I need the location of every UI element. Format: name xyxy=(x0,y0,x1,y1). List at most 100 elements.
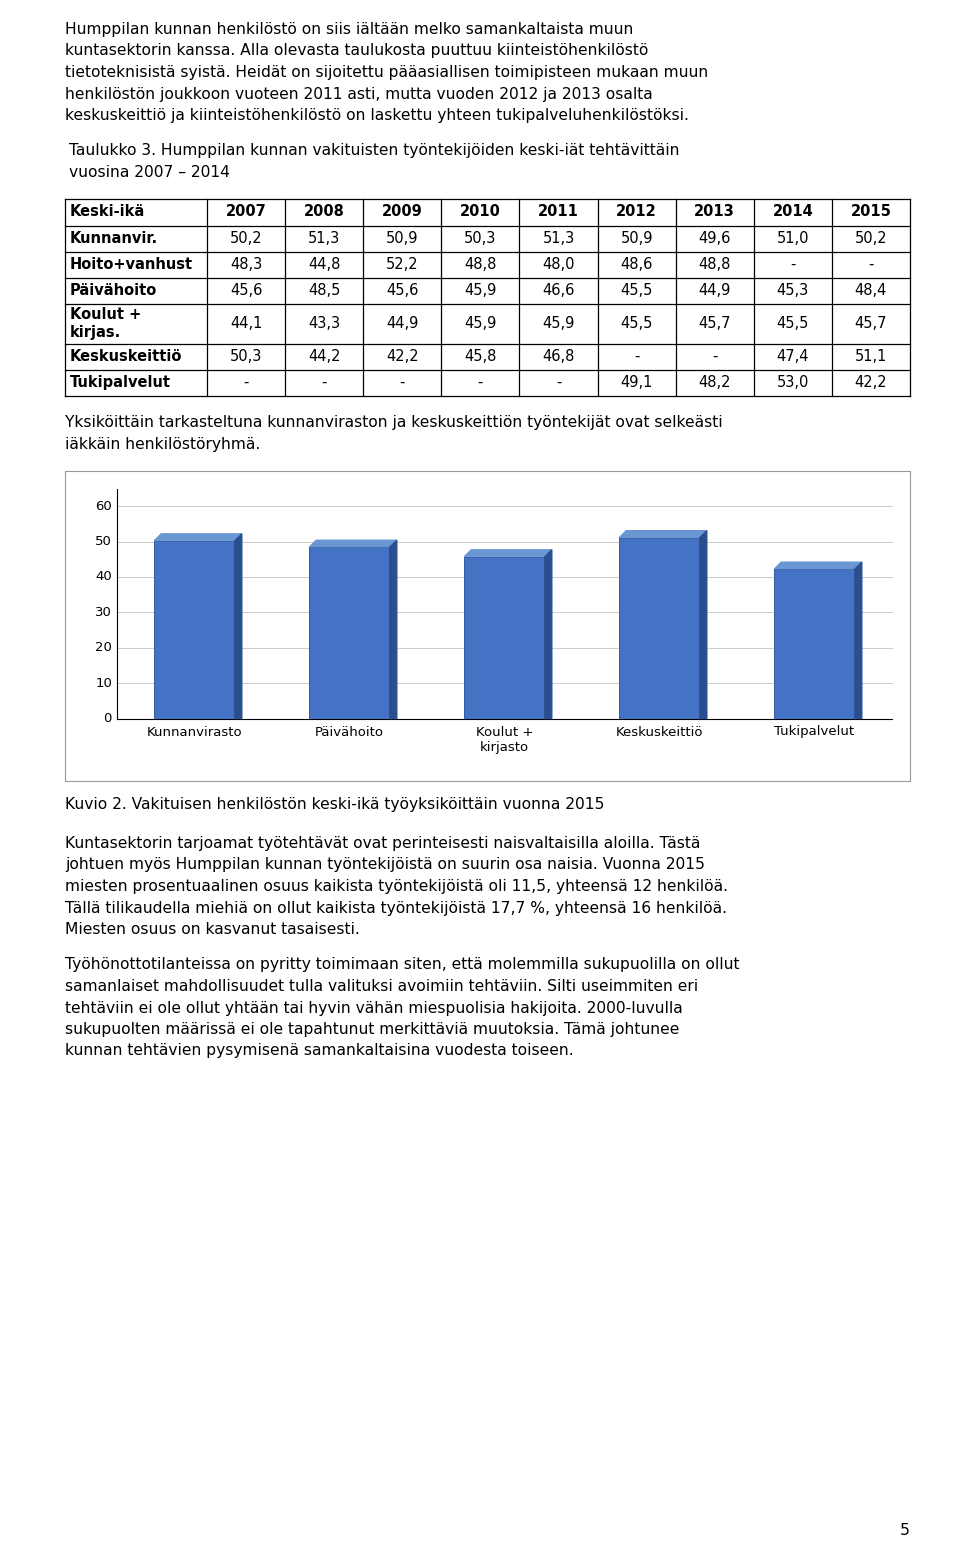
Text: Hoito+vanhust: Hoito+vanhust xyxy=(70,257,193,272)
Text: keskuskeittiö ja kiinteistöhenkilöstö on laskettu yhteen tukipalveluhenkilöstöks: keskuskeittiö ja kiinteistöhenkilöstö on… xyxy=(65,107,689,123)
Bar xyxy=(309,547,390,718)
Text: johtuen myös Humppilan kunnan työntekijöistä on suurin osa naisia. Vuonna 2015: johtuen myös Humppilan kunnan työntekijö… xyxy=(65,857,705,872)
Text: -: - xyxy=(478,375,483,390)
Text: 48,5: 48,5 xyxy=(308,283,341,299)
Text: Kuntasektorin tarjoamat työtehtävät ovat perinteisesti naisvaltaisilla aloilla. : Kuntasektorin tarjoamat työtehtävät ovat… xyxy=(65,837,701,851)
Text: 45,7: 45,7 xyxy=(854,316,887,331)
Text: 60: 60 xyxy=(95,499,112,513)
Text: 2007: 2007 xyxy=(226,205,266,219)
Text: 48,6: 48,6 xyxy=(620,257,653,272)
Bar xyxy=(65,471,910,781)
Text: -: - xyxy=(399,375,405,390)
Text: Työhönottotilanteissa on pyritty toimimaan siten, että molemmilla sukupuolilla o: Työhönottotilanteissa on pyritty toimima… xyxy=(65,958,739,972)
Text: Tukipalvelut: Tukipalvelut xyxy=(70,375,171,390)
Text: Päivähoito: Päivähoito xyxy=(70,283,157,299)
Text: Yksiköittäin tarkasteltuna kunnanviraston ja keskuskeittiön työntekijät ovat sel: Yksiköittäin tarkasteltuna kunnanvirasto… xyxy=(65,415,723,431)
Text: 47,4: 47,4 xyxy=(777,348,809,364)
Bar xyxy=(774,569,854,718)
Text: 53,0: 53,0 xyxy=(777,375,809,390)
Text: 50,9: 50,9 xyxy=(620,232,653,246)
Text: 2008: 2008 xyxy=(303,205,345,219)
Text: Päivähoito: Päivähoito xyxy=(315,726,384,739)
Text: 46,8: 46,8 xyxy=(542,348,575,364)
Text: 50,2: 50,2 xyxy=(229,232,262,246)
Text: 5: 5 xyxy=(900,1522,910,1538)
Text: Kuvio 2. Vakituisen henkilöstön keski-ikä työyksiköittäin vuonna 2015: Kuvio 2. Vakituisen henkilöstön keski-ik… xyxy=(65,796,605,812)
Text: 45,9: 45,9 xyxy=(542,316,575,331)
Text: 51,3: 51,3 xyxy=(308,232,340,246)
Text: 42,2: 42,2 xyxy=(854,375,887,390)
Text: 50,3: 50,3 xyxy=(465,232,496,246)
Text: henkilöstön joukkoon vuoteen 2011 asti, mutta vuoden 2012 ja 2013 osalta: henkilöstön joukkoon vuoteen 2011 asti, … xyxy=(65,87,653,101)
Text: 45,6: 45,6 xyxy=(229,283,262,299)
Text: -: - xyxy=(556,375,562,390)
Text: Keskuskeittiö: Keskuskeittiö xyxy=(70,348,182,364)
Text: 2010: 2010 xyxy=(460,205,501,219)
Text: 45,5: 45,5 xyxy=(777,316,809,331)
Text: 44,9: 44,9 xyxy=(386,316,419,331)
Text: Kunnanvirasto: Kunnanvirasto xyxy=(147,726,242,739)
Text: 45,5: 45,5 xyxy=(620,283,653,299)
Text: 2014: 2014 xyxy=(773,205,813,219)
Text: 0: 0 xyxy=(104,712,112,725)
Text: 45,7: 45,7 xyxy=(699,316,731,331)
Text: 50: 50 xyxy=(95,535,112,547)
Text: 2012: 2012 xyxy=(616,205,657,219)
Text: 48,0: 48,0 xyxy=(542,257,575,272)
Text: Tällä tilikaudella miehiä on ollut kaikista työntekijöistä 17,7 %, yhteensä 16 h: Tällä tilikaudella miehiä on ollut kaiki… xyxy=(65,900,727,916)
Polygon shape xyxy=(700,530,707,718)
Text: 50,2: 50,2 xyxy=(854,232,887,246)
Bar xyxy=(619,538,700,718)
Text: Keski-ikä: Keski-ikä xyxy=(70,205,145,219)
Text: 45,6: 45,6 xyxy=(386,283,419,299)
Text: 40: 40 xyxy=(95,571,112,583)
Text: Keskuskeittiö: Keskuskeittiö xyxy=(615,726,704,739)
Text: tietoteknisistä syistä. Heidät on sijoitettu pääasiallisen toimipisteen mukaan m: tietoteknisistä syistä. Heidät on sijoit… xyxy=(65,65,708,79)
Text: -: - xyxy=(243,375,249,390)
Text: 20: 20 xyxy=(95,641,112,655)
Text: miesten prosentuaalinen osuus kaikista työntekijöistä oli 11,5, yhteensä 12 henk: miesten prosentuaalinen osuus kaikista t… xyxy=(65,879,728,894)
Text: 52,2: 52,2 xyxy=(386,257,419,272)
Text: 45,9: 45,9 xyxy=(465,283,496,299)
Text: 44,8: 44,8 xyxy=(308,257,341,272)
Text: iäkkäin henkilöstöryhmä.: iäkkäin henkilöstöryhmä. xyxy=(65,437,260,453)
Text: Tukipalvelut: Tukipalvelut xyxy=(775,726,854,739)
Text: kuntasektorin kanssa. Alla olevasta taulukosta puuttuu kiinteistöhenkilöstö: kuntasektorin kanssa. Alla olevasta taul… xyxy=(65,44,648,59)
Text: 2015: 2015 xyxy=(851,205,892,219)
Bar xyxy=(155,541,235,718)
Text: Koulut +
kirjas.: Koulut + kirjas. xyxy=(70,308,141,339)
Text: 48,3: 48,3 xyxy=(229,257,262,272)
Text: 2011: 2011 xyxy=(538,205,579,219)
Text: -: - xyxy=(322,375,326,390)
Text: 48,8: 48,8 xyxy=(465,257,496,272)
Text: 44,1: 44,1 xyxy=(229,316,262,331)
Text: 43,3: 43,3 xyxy=(308,316,340,331)
Polygon shape xyxy=(544,550,552,718)
Text: tehtäviin ei ole ollut yhtään tai hyvin vähän miespuolisia hakijoita. 2000-luvul: tehtäviin ei ole ollut yhtään tai hyvin … xyxy=(65,1000,683,1015)
Text: Miesten osuus on kasvanut tasaisesti.: Miesten osuus on kasvanut tasaisesti. xyxy=(65,922,360,938)
Text: 48,2: 48,2 xyxy=(699,375,731,390)
Text: 49,6: 49,6 xyxy=(699,232,731,246)
Polygon shape xyxy=(309,540,396,547)
Text: 10: 10 xyxy=(95,676,112,689)
Text: 30: 30 xyxy=(95,606,112,619)
Text: kunnan tehtävien pysymisenä samankaltaisina vuodesta toiseen.: kunnan tehtävien pysymisenä samankaltais… xyxy=(65,1043,574,1059)
Polygon shape xyxy=(155,533,242,541)
Polygon shape xyxy=(854,563,862,718)
Text: 51,0: 51,0 xyxy=(777,232,809,246)
Polygon shape xyxy=(619,530,707,538)
Text: 2013: 2013 xyxy=(694,205,735,219)
Text: -: - xyxy=(634,348,639,364)
Text: Humppilan kunnan henkilöstö on siis iältään melko samankaltaista muun: Humppilan kunnan henkilöstö on siis iält… xyxy=(65,22,634,37)
Text: 45,9: 45,9 xyxy=(465,316,496,331)
Text: 49,1: 49,1 xyxy=(620,375,653,390)
Text: 45,8: 45,8 xyxy=(465,348,496,364)
Text: 50,9: 50,9 xyxy=(386,232,419,246)
Text: 48,8: 48,8 xyxy=(699,257,731,272)
Polygon shape xyxy=(390,540,396,718)
Text: 2009: 2009 xyxy=(382,205,422,219)
Text: 48,4: 48,4 xyxy=(854,283,887,299)
Text: 44,9: 44,9 xyxy=(699,283,731,299)
Text: Kunnanvir.: Kunnanvir. xyxy=(70,232,158,246)
Text: samanlaiset mahdollisuudet tulla valituksi avoimiin tehtäviin. Silti useimmiten : samanlaiset mahdollisuudet tulla valituk… xyxy=(65,980,698,994)
